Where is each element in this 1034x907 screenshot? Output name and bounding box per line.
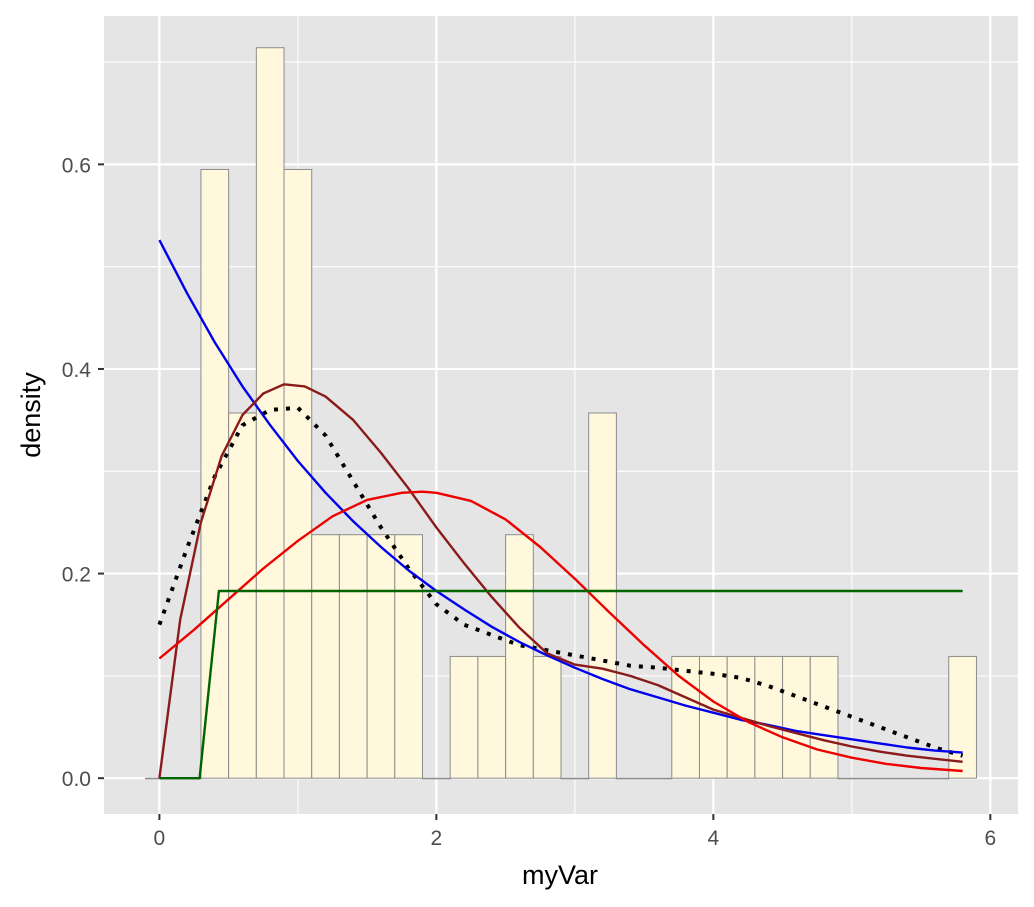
histogram-bar	[366, 534, 396, 779]
y-tick-label: 0.2	[62, 564, 91, 587]
y-tick-label: 0.0	[62, 768, 91, 791]
x-tick-label: 2	[431, 827, 443, 850]
density-curve-5	[159, 589, 963, 780]
histogram-bar	[671, 655, 700, 779]
histogram-bar	[422, 777, 451, 780]
x-axis-title: myVar	[522, 860, 598, 890]
histogram-bar	[200, 168, 230, 779]
y-tick-label: 0.6	[62, 154, 91, 177]
x-tick-label: 4	[707, 827, 719, 850]
histogram-bar	[809, 655, 839, 779]
histogram-bar	[477, 655, 507, 779]
histogram-bar	[449, 655, 479, 779]
axis-ticks	[98, 163, 992, 820]
density-curves	[157, 239, 964, 780]
tick-labels: 0 2 4 6 0.0 0.2 0.4 0.6	[62, 154, 996, 850]
x-tick-label: 0	[154, 827, 166, 850]
histogram-bar	[505, 534, 534, 779]
histogram-bar	[782, 655, 811, 779]
histogram-bar	[394, 534, 424, 779]
histogram-bar	[338, 534, 368, 779]
histogram-bar	[615, 777, 673, 780]
y-tick-label: 0.4	[62, 359, 92, 382]
histogram-bars	[145, 47, 977, 780]
histogram-bar	[754, 655, 784, 779]
density-curve-1	[157, 405, 964, 758]
histogram-bar	[311, 534, 340, 779]
density-curve-4	[158, 490, 963, 773]
histogram-bar	[837, 777, 950, 780]
density-curve-2	[158, 239, 963, 754]
histogram-bar	[283, 168, 313, 779]
x-tick-label: 6	[984, 827, 996, 850]
density-curve-3	[158, 383, 963, 779]
histogram-bar	[532, 655, 562, 779]
histogram-bar	[948, 655, 977, 779]
histogram-bar	[560, 777, 590, 780]
y-axis-title: density	[16, 372, 46, 458]
